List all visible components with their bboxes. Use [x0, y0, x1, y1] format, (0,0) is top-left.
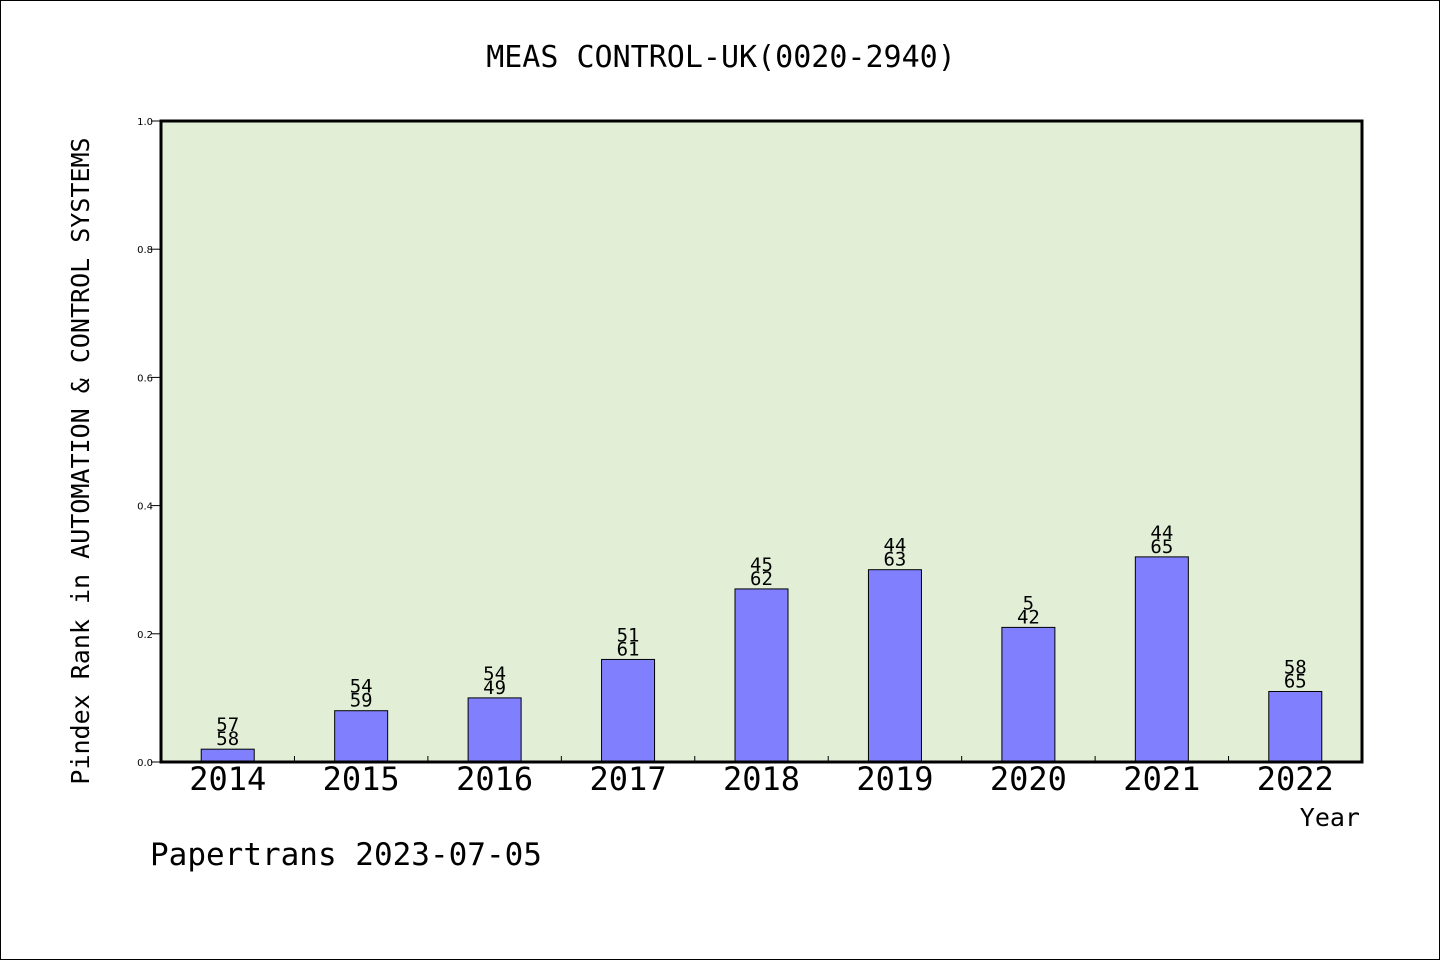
data-label-bottom: 63	[883, 549, 906, 571]
y-tick-label: 0.6	[137, 373, 153, 384]
x-tick-label: 2014	[189, 760, 266, 798]
bar-2016	[467, 697, 522, 763]
data-label-bottom: 59	[350, 690, 373, 712]
x-axis-ticks: 2014 2015 2016 2017 2018 2019 2020 2021 2022	[189, 756, 1334, 798]
data-label-top: 44	[1150, 522, 1173, 544]
x-tick-label: 2018	[723, 760, 800, 798]
bar-2022	[1268, 690, 1323, 763]
bar-2021	[1134, 556, 1189, 763]
data-label-bottom: 65	[1150, 536, 1173, 558]
y-tick-label: 0.2	[137, 630, 153, 641]
data-label-bottom: 42	[1017, 606, 1040, 628]
data-label-top: 5	[1023, 592, 1034, 614]
y-axis-ticks: 0.0 0.2 0.4 0.6 0.8 1.0	[137, 117, 161, 769]
footer-text: Papertrans 2023-07-05	[150, 837, 542, 873]
bar-2015	[334, 710, 389, 763]
data-label-top: 44	[883, 535, 906, 557]
y-axis-label: Pindex Rank in AUTOMATION & CONTROL SYST…	[66, 137, 95, 784]
data-label-bottom: 58	[216, 728, 239, 750]
x-axis-label: Year	[1300, 803, 1360, 832]
x-tick-label: 2015	[323, 760, 400, 798]
bar-2019	[867, 569, 922, 763]
bars	[200, 556, 1323, 763]
bar-2020	[1001, 626, 1056, 763]
data-label-bottom: 61	[617, 638, 640, 660]
y-tick-label: 0.0	[137, 758, 153, 769]
x-tick-label: 2020	[990, 760, 1067, 798]
data-label-top: 45	[750, 554, 773, 576]
plot-border	[159, 119, 1364, 764]
x-tick-label: 2016	[456, 760, 533, 798]
y-tick-label: 0.4	[137, 502, 153, 513]
data-label-bottom: 65	[1284, 670, 1307, 692]
y-tick-label: 1.0	[137, 117, 153, 128]
x-tick-label: 2017	[590, 760, 667, 798]
data-label-bottom: 62	[750, 568, 773, 590]
data-label-top: 54	[483, 663, 506, 685]
data-label-top: 51	[617, 624, 640, 646]
y-tick-label: 0.8	[137, 245, 153, 256]
bar-2018	[734, 588, 789, 763]
data-label-top: 54	[350, 676, 373, 698]
x-tick-label: 2022	[1257, 760, 1334, 798]
data-label-top: 58	[1284, 656, 1307, 678]
bar-2017	[601, 658, 656, 763]
chart-title: MEAS CONTROL-UK(0020-2940)	[486, 40, 956, 75]
data-label-top: 57	[216, 714, 239, 736]
x-tick-label: 2021	[1123, 760, 1200, 798]
x-tick-label: 2019	[856, 760, 933, 798]
data-label-bottom: 49	[483, 677, 506, 699]
